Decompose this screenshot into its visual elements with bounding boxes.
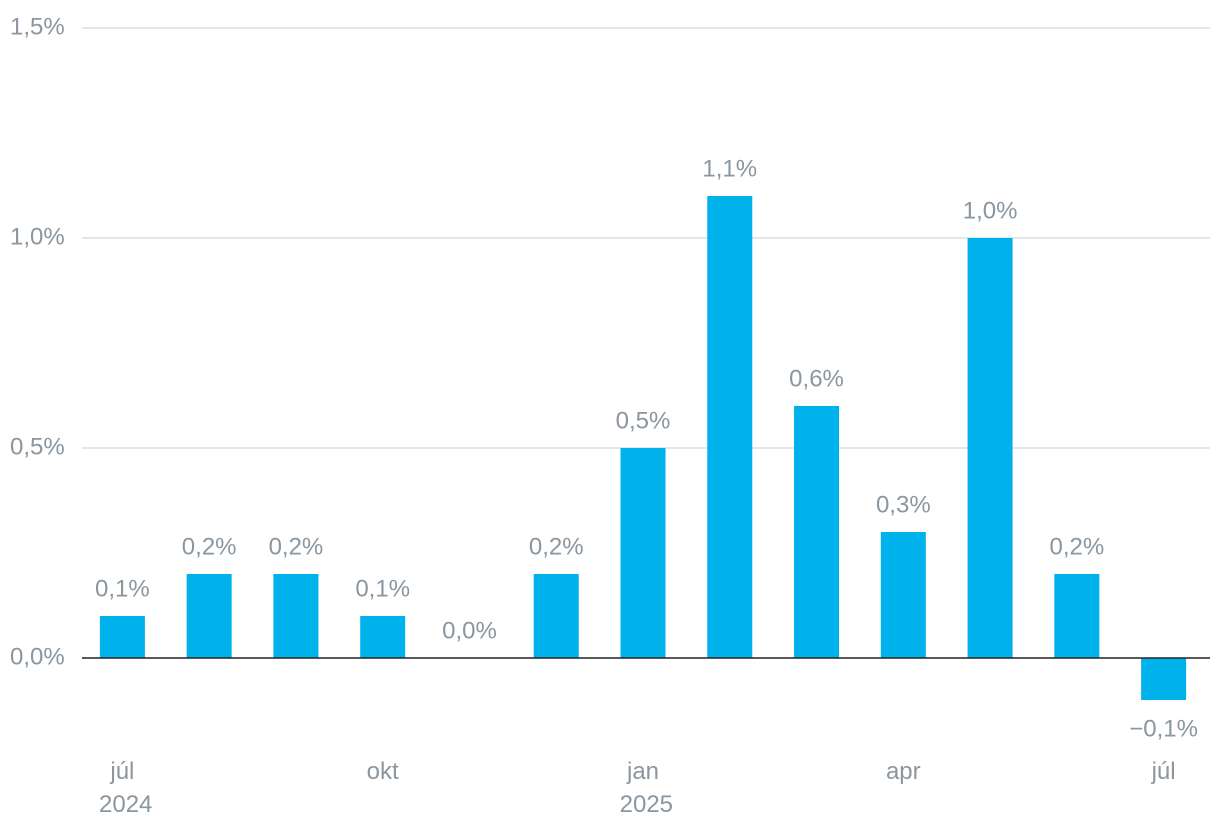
bar <box>99 616 145 658</box>
x-tick-label-line: 2025 <box>613 791 673 818</box>
bar <box>967 238 1013 658</box>
bar <box>707 196 753 658</box>
bar <box>186 574 232 658</box>
bar <box>273 574 319 658</box>
value-label: 0,2% <box>182 533 237 560</box>
value-label: 1,0% <box>963 197 1018 224</box>
value-label: 1,1% <box>702 155 757 182</box>
bar <box>880 532 926 658</box>
x-tick-label-line: 2024 <box>92 791 152 818</box>
value-label: 0,5% <box>616 407 671 434</box>
value-label: 0,3% <box>876 491 931 518</box>
value-label: 0,2% <box>529 533 584 560</box>
bar <box>794 406 840 658</box>
x-tick-label: apr <box>886 758 921 785</box>
x-tick-label: júl 2024 <box>92 758 152 818</box>
value-label: 0,6% <box>789 365 844 392</box>
value-label: −0,1% <box>1129 715 1198 742</box>
x-tick-label: júl <box>1151 758 1176 785</box>
y-tick-label: 0,0% <box>10 643 65 670</box>
y-tick-label: 0,5% <box>10 433 65 460</box>
value-label: 0,1% <box>95 575 150 602</box>
value-label: 0,2% <box>1049 533 1104 560</box>
x-tick-label-line: júl <box>109 758 134 785</box>
bar <box>620 448 666 658</box>
value-label: 0,1% <box>355 575 410 602</box>
x-tick-label-line: okt <box>367 758 399 785</box>
bar <box>1141 658 1187 700</box>
x-tick-label: jan 2025 <box>613 758 673 818</box>
y-tick-label: 1,0% <box>10 223 65 250</box>
value-label: 0,0% <box>442 617 497 644</box>
value-label: 0,2% <box>269 533 324 560</box>
x-tick-label-line: júl <box>1151 758 1176 785</box>
x-tick-label-line: apr <box>886 758 921 785</box>
x-tick-label-line: jan <box>626 758 659 785</box>
x-tick-label: okt <box>367 758 399 785</box>
bar <box>360 616 406 658</box>
bar <box>1054 574 1100 658</box>
bar <box>533 574 579 658</box>
y-tick-label: 1,5% <box>10 13 65 40</box>
